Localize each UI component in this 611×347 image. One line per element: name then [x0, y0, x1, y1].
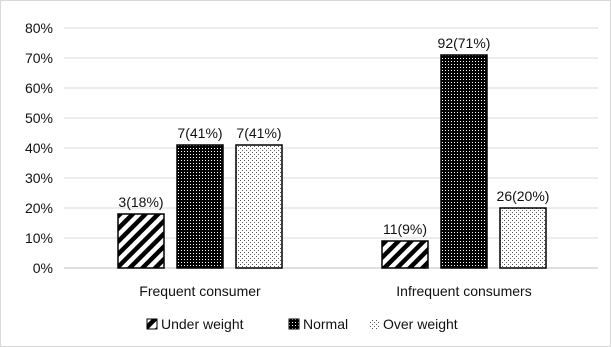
legend-swatch	[146, 318, 158, 330]
y-tick-label: 10%	[25, 230, 53, 246]
data-label: 3(18%)	[118, 194, 163, 210]
legend-swatch	[369, 319, 379, 329]
y-tick-label: 30%	[25, 170, 53, 186]
legend-label: Under weight	[161, 316, 244, 332]
data-label: 92(71%)	[438, 35, 491, 51]
y-axis: 0% 10% 20% 30% 40% 50% 60% 70% 80%	[25, 20, 53, 276]
legend-label: Normal	[303, 316, 348, 332]
y-tick-label: 20%	[25, 200, 53, 216]
y-tick-label: 60%	[25, 80, 53, 96]
y-tick-label: 80%	[25, 20, 53, 36]
legend-item: Over weight	[369, 316, 458, 332]
y-tick-label: 40%	[25, 140, 53, 156]
x-axis: Frequent consumer Infrequent consumers	[139, 283, 531, 299]
legend-item: Under weight	[146, 316, 244, 332]
data-labels: 3(18%) 7(41%) 7(41%) 11(9%) 92(71%) 26(20%)	[118, 35, 549, 237]
bar-normal	[440, 54, 488, 269]
legend-label: Over weight	[383, 316, 458, 332]
data-label: 7(41%)	[236, 125, 281, 141]
bar-normal	[176, 144, 224, 269]
data-label: 26(20%)	[497, 188, 550, 204]
bar-under-weight	[117, 213, 165, 269]
bar-over-weight	[499, 207, 547, 269]
x-category-label: Frequent consumer	[139, 283, 261, 299]
data-label: 11(9%)	[383, 221, 427, 237]
y-tick-label: 0%	[33, 260, 53, 276]
y-tick-label: 50%	[25, 110, 53, 126]
bars	[117, 54, 547, 269]
y-tick-label: 70%	[25, 50, 53, 66]
legend-swatch	[288, 318, 300, 330]
legend: Under weight Normal Over weight	[146, 316, 458, 332]
x-category-label: Infrequent consumers	[396, 283, 531, 299]
legend-item: Normal	[288, 316, 348, 332]
bar-over-weight	[235, 144, 283, 269]
bar-under-weight	[381, 240, 429, 269]
data-label: 7(41%)	[177, 125, 222, 141]
